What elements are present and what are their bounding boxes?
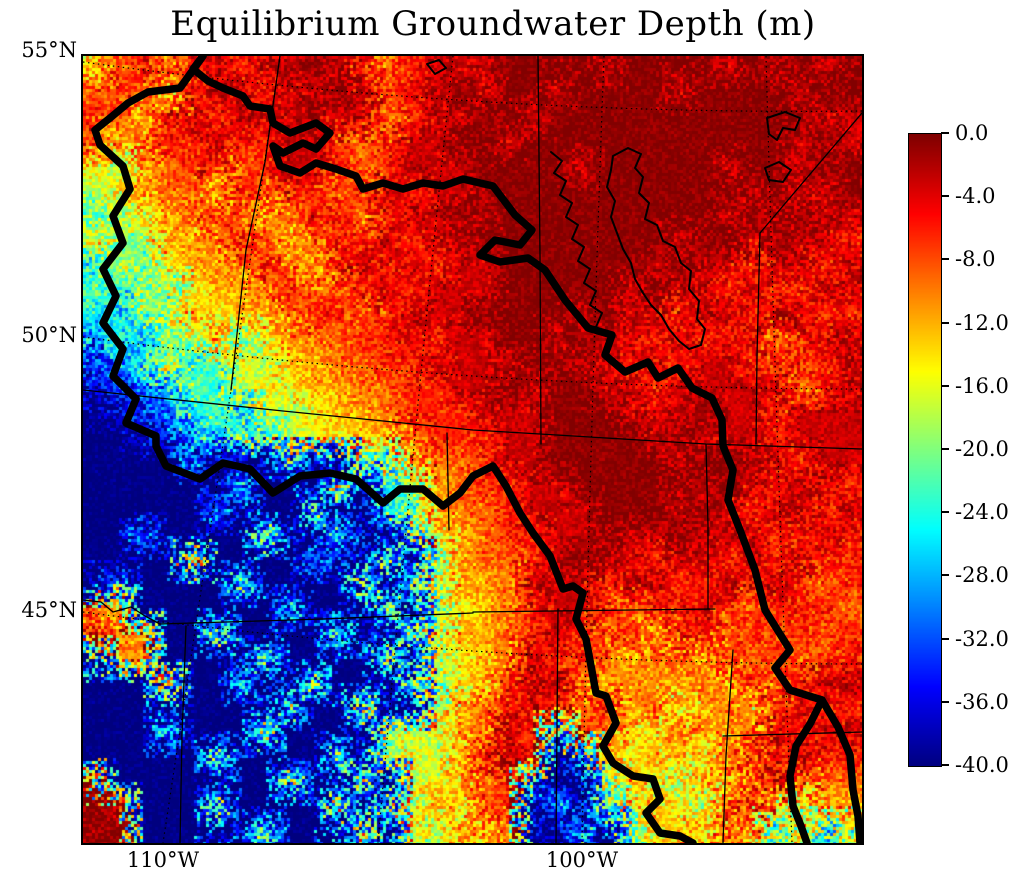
lat-tick-label-1: 50°N bbox=[21, 323, 77, 347]
colorbar-tick-label-7: -28.0 bbox=[955, 563, 1009, 588]
colorbar-tick-mark-6 bbox=[941, 511, 949, 514]
lon-tick-label-0: 110°W bbox=[126, 848, 200, 872]
basin-boundary-2 bbox=[786, 696, 826, 843]
colorbar-tick-mark-5 bbox=[941, 448, 949, 450]
basin-boundary-1 bbox=[189, 56, 862, 843]
admin-border-line-7 bbox=[83, 599, 474, 625]
lake-outline-1 bbox=[550, 151, 609, 336]
admin-border-line-1 bbox=[537, 56, 542, 445]
colorbar-tick-mark-7 bbox=[941, 574, 949, 577]
lat-tick-label-2: 45°N bbox=[21, 598, 77, 622]
colorbar-tick-label-8: -32.0 bbox=[955, 626, 1009, 651]
colorbar-tick-mark-10 bbox=[941, 764, 949, 766]
lat-tick-label-0: 55°N bbox=[21, 38, 77, 62]
colorbar-tick-label-6: -24.0 bbox=[955, 500, 1009, 525]
graticule-gridline-4 bbox=[377, 56, 454, 843]
lake-outline-4 bbox=[426, 59, 447, 75]
colorbar-tick-label-10: -40.0 bbox=[955, 753, 1009, 777]
admin-border-line-5 bbox=[705, 443, 709, 610]
lon-tick-label-1: 100°W bbox=[545, 848, 619, 872]
admin-border-line-6 bbox=[472, 608, 716, 613]
lake-outline-2 bbox=[766, 111, 801, 141]
colorbar-gradient bbox=[909, 134, 941, 766]
basin-boundary-0 bbox=[91, 56, 697, 843]
admin-border-line-9 bbox=[555, 608, 559, 843]
colorbar-tick-label-0: 0.0 bbox=[955, 121, 989, 145]
admin-border-line-4 bbox=[83, 389, 862, 450]
colorbar-tick-mark-2 bbox=[941, 258, 949, 261]
colorbar-tick-mark-8 bbox=[941, 637, 949, 640]
colorbar-tick-label-3: -12.0 bbox=[955, 310, 1009, 335]
colorbar-tick-label-5: -20.0 bbox=[955, 437, 1009, 461]
admin-border-line-2 bbox=[759, 112, 862, 234]
graticule-gridline-6 bbox=[765, 56, 793, 843]
admin-border-line-11 bbox=[446, 432, 450, 531]
map-overlay bbox=[83, 56, 862, 843]
colorbar bbox=[908, 133, 942, 767]
admin-border-line-8 bbox=[179, 625, 187, 843]
colorbar-tick-label-4: -16.0 bbox=[955, 373, 1009, 398]
map-panel bbox=[81, 54, 864, 845]
graticule-gridline-2 bbox=[83, 611, 862, 665]
graticule-gridline-0 bbox=[83, 61, 862, 112]
page-title: Equilibrium Groundwater Depth (m) bbox=[170, 4, 816, 44]
colorbar-tick-label-9: -36.0 bbox=[955, 689, 1009, 714]
graticule-gridline-5 bbox=[581, 56, 605, 843]
graticule-gridline-1 bbox=[83, 336, 862, 390]
colorbar-tick-mark-0 bbox=[941, 132, 949, 134]
colorbar-tick-label-2: -8.0 bbox=[955, 247, 996, 272]
colorbar-tick-mark-3 bbox=[941, 321, 949, 324]
colorbar-tick-mark-9 bbox=[941, 700, 949, 703]
colorbar-tick-label-1: -4.0 bbox=[955, 184, 996, 209]
admin-border-line-3 bbox=[755, 232, 761, 445]
colorbar-tick-mark-4 bbox=[941, 384, 949, 387]
lake-outline-3 bbox=[764, 161, 792, 183]
lake-outline-0 bbox=[606, 147, 706, 350]
groundwater-depth-heatmap bbox=[83, 56, 862, 843]
colorbar-tick-mark-1 bbox=[941, 195, 949, 198]
admin-border-line-10 bbox=[722, 649, 734, 843]
